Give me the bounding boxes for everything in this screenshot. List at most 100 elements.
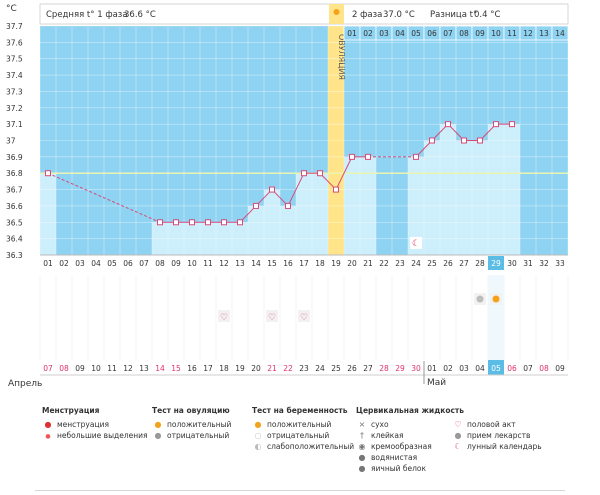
temperature-point[interactable] — [509, 121, 515, 128]
legend-menstruation: Менструация ● менструация ● небольшие выде… — [42, 406, 148, 441]
cycle-day-label: 29 — [491, 259, 501, 268]
today-marker-col — [488, 275, 504, 360]
y-tick-label: 36.3 — [6, 251, 23, 260]
phase2-day-label: 11 — [507, 29, 517, 38]
today-date-cell — [488, 360, 504, 375]
y-tick-label: 36.4 — [6, 235, 23, 244]
cycle-day-label: 19 — [331, 259, 341, 268]
legend-item-label: отрицательный — [267, 431, 330, 440]
sticky-icon: † — [360, 431, 364, 440]
date-label: 26 — [347, 364, 357, 373]
date-label: 08 — [59, 364, 69, 373]
cycle-day-label: 22 — [379, 259, 389, 268]
cycle-day-label: 27 — [459, 259, 469, 268]
date-label: 21 — [267, 364, 277, 373]
cycle-day-label: 21 — [363, 259, 373, 268]
phase2-day-label: 10 — [491, 29, 501, 38]
y-tick-label: 36.7 — [6, 186, 23, 195]
y-tick-label: 36.8 — [6, 169, 23, 178]
y-tick-label: 37.2 — [6, 104, 23, 113]
legend-item: × сухо — [356, 419, 464, 430]
date-label: 23 — [299, 364, 309, 373]
moon-icon[interactable]: ☾ — [412, 239, 420, 249]
watery-icon: ● — [358, 453, 366, 462]
legend-cervical-title: Цервикальная жидкость — [356, 406, 465, 415]
temperature-bar — [472, 140, 488, 255]
temperature-point[interactable] — [493, 121, 499, 128]
legend-ovulation-test: Тест на овуляцию ● положительный ● отрицат… — [152, 406, 231, 441]
legend-ovtest-title: Тест на овуляцию — [152, 406, 230, 415]
temperature-point[interactable] — [253, 202, 259, 209]
temperature-point[interactable] — [333, 186, 339, 193]
pill-icon[interactable] — [476, 295, 484, 303]
date-label: 01 — [427, 364, 437, 373]
legend-item: ◐ слабоположительный — [252, 441, 355, 452]
moon-icon: ☾ — [454, 442, 462, 451]
day-markers[interactable]: ♡ ♡ ♡ ☾ — [218, 237, 502, 323]
legend-item: ● небольшие выделения — [42, 430, 147, 441]
phase2-day-label: 01 — [347, 29, 357, 38]
date-label: 02 — [443, 364, 453, 373]
date-label: 16 — [187, 364, 197, 373]
temperature-point[interactable] — [429, 137, 435, 144]
temperature-point[interactable] — [45, 170, 51, 177]
temperature-point[interactable] — [189, 219, 195, 226]
legend-item-label: отрицательный — [167, 431, 230, 440]
temperature-point[interactable] — [173, 219, 179, 226]
temperature-point[interactable] — [301, 170, 307, 177]
temperature-point[interactable] — [445, 121, 451, 128]
cycle-day-label: 07 — [139, 259, 149, 268]
y-tick-label: 36.5 — [6, 218, 23, 227]
phase2-day-label: 02 — [363, 29, 373, 38]
date-label: 04 — [475, 364, 485, 373]
dry-icon: × — [358, 420, 366, 429]
temperature-point[interactable] — [365, 153, 371, 160]
temperature-point[interactable] — [237, 219, 243, 226]
date-labels: 07 08 09 10 11 12 13 14 15 16 17 18 19 20 21 22 23 24 25 26… — [43, 360, 565, 375]
legend-item: ● прием лекарств — [452, 430, 542, 441]
date-label: 15 — [171, 364, 181, 373]
month-may: Май — [427, 378, 446, 388]
temperature-point[interactable] — [269, 186, 275, 193]
temperature-bar — [296, 173, 312, 255]
phase2-label: 2 фаза — [352, 10, 382, 20]
temperature-segment — [335, 156, 353, 190]
legend-item-label: прием лекарств — [467, 431, 531, 440]
phase2-value: 37.0 °C — [383, 10, 415, 20]
date-label: 07 — [523, 364, 533, 373]
legend-menstruation-title: Менструация — [42, 406, 100, 415]
temperature-point[interactable] — [157, 219, 163, 226]
cycle-day-label: 10 — [187, 259, 197, 268]
temperature-bar — [312, 173, 328, 255]
date-label: 13 — [139, 364, 149, 373]
temperature-point[interactable] — [317, 170, 323, 177]
phase2-day-label: 05 — [411, 29, 421, 38]
temperature-point[interactable] — [477, 137, 483, 144]
date-label: 07 — [43, 364, 53, 373]
cycle-day-label: 03 — [75, 259, 85, 268]
sun-icon[interactable] — [492, 295, 500, 303]
temperature-point[interactable] — [349, 153, 355, 160]
weak-test-icon: ◐ — [254, 442, 262, 451]
heart-icon[interactable]: ♡ — [220, 313, 228, 323]
heart-icon[interactable]: ♡ — [268, 313, 276, 323]
cycle-day-label: 16 — [283, 259, 293, 268]
temperature-point[interactable] — [285, 202, 291, 209]
cycle-day-label: 32 — [539, 259, 549, 268]
temperature-point[interactable] — [461, 137, 467, 144]
temperature-point[interactable] — [221, 219, 227, 226]
temperature-points[interactable] — [45, 121, 515, 226]
date-label: 20 — [251, 364, 261, 373]
y-tick-label: 37.5 — [6, 55, 23, 64]
footer-divider — [35, 490, 565, 491]
drop-icon: ● — [44, 420, 52, 429]
phase2-day-label: 07 — [443, 29, 453, 38]
date-label: 10 — [91, 364, 101, 373]
temperature-point[interactable] — [205, 219, 211, 226]
date-label: 12 — [123, 364, 133, 373]
temperature-bar — [424, 140, 440, 255]
heart-icon[interactable]: ♡ — [300, 313, 308, 323]
cycle-day-label: 02 — [59, 259, 69, 268]
date-label: 06 — [507, 364, 517, 373]
temperature-point[interactable] — [413, 153, 419, 160]
